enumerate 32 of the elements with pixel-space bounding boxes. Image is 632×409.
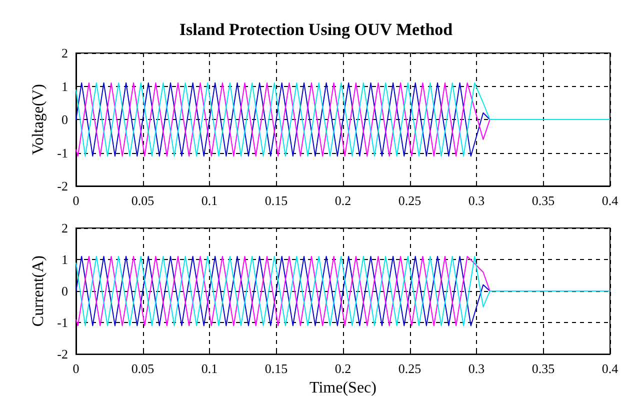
y-tick-label: -1: [57, 145, 68, 160]
x-tick-label: 0.4: [602, 193, 619, 208]
x-tick-label: 0.4: [602, 361, 619, 376]
x-tick-label: 0.05: [131, 361, 154, 376]
x-tick-label: 0.2: [334, 361, 352, 376]
x-tick-label: 0.1: [201, 361, 218, 376]
x-tick-label: 0.15: [264, 361, 288, 376]
y-tick-label: 1: [62, 252, 68, 268]
x-tick-label: 0.35: [532, 193, 555, 208]
y-axis-title: Current(A): [30, 256, 47, 327]
x-tick-label: 0.3: [468, 361, 485, 376]
chart-title: Island Protection Using OUV Method: [179, 20, 454, 39]
x-tick-label: 0.25: [398, 361, 422, 376]
y-tick-label: 0: [62, 284, 68, 299]
y-axis-title: Voltage(V): [30, 84, 47, 155]
x-tick-label: 0.15: [264, 193, 288, 208]
x-tick-label: 0: [72, 193, 80, 208]
y-tick-label: -2: [57, 346, 68, 362]
y-tick-label: -1: [57, 315, 68, 330]
x-tick-label: 0.2: [334, 193, 352, 208]
y-tick-label: -2: [57, 178, 68, 194]
x-tick-label: 0.3: [468, 193, 485, 208]
y-tick-label: 2: [62, 46, 68, 60]
y-tick-label: 0: [62, 112, 68, 127]
x-tick-label: 0: [72, 361, 80, 376]
x-axis-title: Time(Sec): [310, 380, 376, 396]
x-tick-label: 0.05: [131, 193, 154, 208]
x-tick-label: 0.25: [398, 193, 422, 208]
x-tick-label: 0.1: [201, 193, 218, 208]
y-tick-label: 2: [62, 220, 68, 236]
x-tick-label: 0.35: [532, 361, 555, 376]
y-tick-label: 1: [62, 78, 68, 94]
